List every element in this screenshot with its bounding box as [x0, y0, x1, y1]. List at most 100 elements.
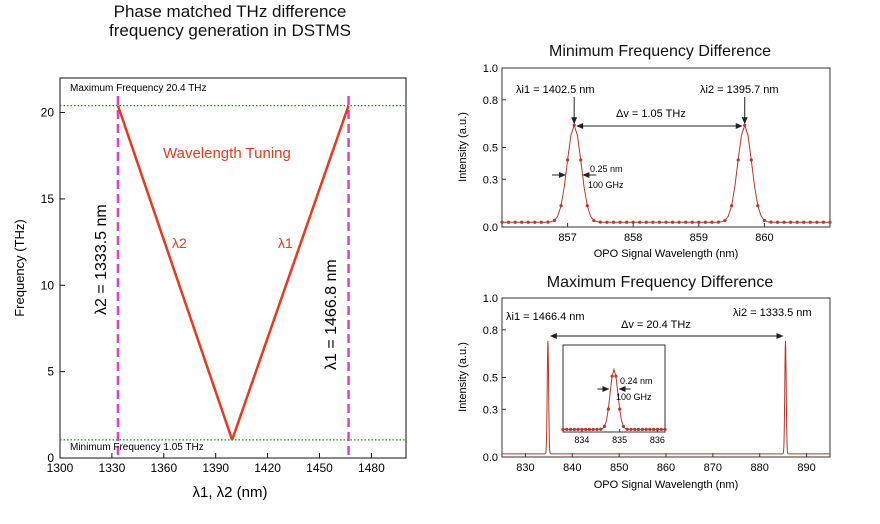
lambda2-tuning-line: [116, 105, 234, 441]
br-y-tick-label: 0.5: [483, 373, 498, 385]
inset-data-point: [610, 374, 614, 378]
tr-width-arrowhead-right: [582, 172, 590, 178]
inset-data-point: [633, 427, 637, 431]
tr-data-point: [572, 123, 576, 127]
br-dv-label: Δv = 20.4 THz: [621, 319, 691, 331]
left-y-tick-label: 20: [41, 106, 55, 120]
br-dv-arrowhead-right: [776, 333, 784, 339]
br-x-tick-label: 830: [516, 462, 534, 474]
left-x-tick-label: 1300: [47, 461, 74, 475]
inset-data-point: [572, 427, 576, 431]
tr-dv-arrowhead-right: [735, 123, 743, 129]
tr-data-point: [631, 220, 635, 224]
tr-data-point: [690, 220, 694, 224]
left-y-axis-label: Frequency (THz): [12, 219, 27, 317]
tr-data-point: [762, 218, 767, 223]
br-spectrum-line: [502, 340, 830, 455]
bottom-right-title: Maximum Frequency Difference: [546, 274, 774, 291]
left-x-tick-label: 1480: [358, 461, 385, 475]
tr-data-point: [795, 220, 799, 224]
tr-peak1-label: λi1 = 1402.5 nm: [516, 84, 595, 96]
tr-data-point: [598, 220, 603, 224]
min-frequency-label: Minimum Frequency 1.05 THz: [70, 442, 204, 453]
tr-data-point: [651, 220, 655, 224]
tr-dv-label: Δv = 1.05 THz: [616, 108, 686, 120]
inset-data-point: [614, 374, 618, 378]
tr-data-point: [782, 220, 786, 224]
lambda2-line-label: λ2: [172, 235, 187, 251]
left-plot-frame: [59, 77, 407, 459]
tr-y-tick-label: 1.0: [483, 63, 498, 75]
tr-data-point: [703, 220, 707, 224]
br-x-tick-label: 890: [797, 462, 815, 474]
tr-data-point: [520, 220, 524, 224]
tr-ticks: 857 858 859 860 0.0 0.3 0.5 0.8 1.0: [483, 63, 774, 244]
tr-peak2-arrowhead: [741, 117, 748, 125]
tr-data-point: [697, 220, 701, 224]
top-right-title: Minimum Frequency Difference: [548, 43, 771, 60]
tr-data-point: [670, 220, 675, 224]
inset-x-tick-label: 834: [574, 435, 589, 445]
br-width-ghz-label: 100 GHz: [616, 392, 652, 402]
tr-data-point: [657, 220, 662, 224]
br-ticks: 830 840 850 860 870 880 890 0.0 0.3 0.5 0.8 1.0: [483, 293, 816, 474]
tr-width-nm-label: 0.25 nm: [590, 164, 623, 174]
tr-data-point: [592, 218, 596, 223]
tr-data-point: [625, 220, 629, 224]
tr-y-tick-label: 0.3: [483, 174, 498, 186]
left-ticks: 1300 1330 1360 1390 1420 1450 1480 0 5 10 15 20: [41, 106, 385, 475]
tr-data-point: [802, 220, 806, 224]
tr-y-tick-label: 0.5: [483, 143, 498, 155]
tr-data-point: [638, 220, 642, 224]
tr-data-point: [513, 220, 517, 224]
inset-data-point: [599, 427, 603, 431]
tr-data-point: [500, 220, 504, 224]
tr-data-point: [808, 220, 812, 224]
left-x-tick-label: 1330: [99, 461, 126, 475]
br-y-axis-label: Intensity (a.u.): [457, 342, 469, 412]
tr-x-tick-label: 857: [558, 232, 576, 244]
inset-data-point: [568, 427, 573, 431]
inset-data-point: [640, 427, 644, 431]
br-peak2-label: λi2 = 1333.5 nm: [733, 307, 812, 319]
inset-frame: [562, 344, 666, 433]
inset-data-point: [584, 427, 588, 431]
left-x-tick-label: 1360: [150, 461, 177, 475]
tr-peak2-label: λi2 = 1395.7 nm: [700, 84, 779, 96]
tr-dv-arrowhead-left: [576, 123, 584, 129]
tr-data-point: [579, 158, 583, 162]
left-y-tick-label: 15: [41, 192, 55, 206]
br-y-tick-label: 0.3: [483, 404, 498, 416]
inset-data-point: [565, 427, 569, 431]
tr-data-point: [743, 123, 747, 127]
tr-x-axis-label: OPO Signal Wavelength (nm): [594, 248, 738, 260]
inset-marks: [561, 367, 667, 431]
inset-data-point: [591, 427, 595, 431]
tr-x-tick-label: 858: [624, 232, 642, 244]
tr-data-point: [566, 158, 570, 162]
vline-left-label: λ2 = 1333.5 nm: [93, 204, 110, 315]
tr-data-point: [710, 220, 714, 224]
br-x-tick-label: 870: [704, 462, 722, 474]
inset-data-point: [561, 427, 565, 431]
tr-y-tick-label: 0.0: [483, 222, 498, 234]
left-title-line-2: frequency generation in DSTMS: [109, 21, 351, 40]
inset-spectrum-line: [563, 367, 665, 430]
inset-data-point: [629, 427, 633, 431]
left-y-tick-label: 5: [47, 365, 54, 379]
tr-data-point: [756, 204, 760, 208]
tr-data-point: [736, 158, 740, 162]
tr-data-point: [506, 220, 511, 224]
inset-data-point: [580, 427, 584, 431]
inset-data-point: [636, 427, 641, 431]
inset-width-arrowhead-right: [618, 386, 626, 392]
inset-data-point: [659, 427, 663, 431]
tr-data-point: [775, 220, 780, 224]
tr-x-tick-label: 859: [690, 232, 708, 244]
tr-data-point: [539, 220, 543, 224]
inset-data-point: [663, 427, 667, 431]
tr-data-point: [821, 220, 826, 224]
tr-data-point: [611, 220, 616, 224]
